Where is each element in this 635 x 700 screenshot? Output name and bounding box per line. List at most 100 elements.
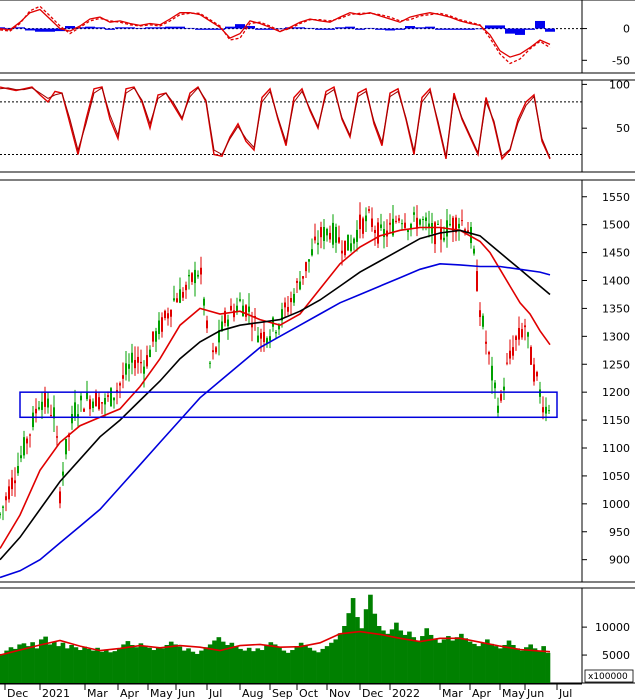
candle-body [497, 405, 499, 413]
candle-body [359, 214, 361, 230]
candle-body [539, 389, 541, 397]
candle-body [188, 274, 190, 277]
price-y-tick-label-7: 1200 [602, 386, 630, 399]
candle-body [41, 401, 43, 410]
macd-histogram-bar [395, 28, 405, 30]
candle-body [227, 319, 229, 327]
candle-body [176, 298, 178, 303]
volume-bar [186, 648, 191, 683]
candle-body [470, 227, 472, 244]
volume-bar [420, 636, 425, 683]
volume-bar [515, 648, 520, 683]
volume-bar [43, 636, 48, 683]
volume-bar [281, 650, 287, 683]
price-y-tick-label-13: 900 [609, 554, 630, 567]
candle-body [35, 408, 37, 414]
candle-body [452, 217, 454, 231]
candle-body [308, 259, 310, 262]
volume-bar [355, 617, 360, 683]
volume-bar [463, 638, 469, 683]
volume-bar [164, 645, 170, 683]
volume-bar [25, 646, 31, 683]
macd-y-tick-label-1: -50 [612, 54, 630, 67]
candle-body [416, 217, 418, 229]
macd-histogram-bar [155, 27, 165, 29]
candle-body [509, 350, 511, 359]
volume-bar [359, 628, 365, 683]
candle-body [221, 321, 223, 331]
macd-histogram-bar [255, 28, 265, 30]
macd-histogram-bar [5, 27, 15, 29]
macd-histogram-bar [235, 24, 245, 29]
macd-histogram-bar [295, 27, 305, 29]
volume-bar [485, 639, 490, 683]
volume-bar [511, 645, 516, 683]
volume-bar [545, 652, 551, 683]
candle-body [413, 212, 415, 215]
macd-histogram-bar [105, 28, 115, 30]
candle-body [380, 224, 382, 228]
candle-body [107, 395, 109, 397]
volume-bar [212, 640, 217, 683]
stochastic-y-tick-label-0: 100 [609, 78, 630, 91]
x-tick-label-6: Jul [208, 687, 222, 700]
x-tick-label-4: May [150, 687, 173, 700]
volume-bar [363, 609, 369, 683]
volume-bar [346, 613, 352, 683]
candle-body [272, 317, 274, 327]
candle-body [269, 336, 271, 341]
macd-histogram-bar [545, 28, 555, 32]
volume-bar [103, 649, 109, 683]
candle-body [326, 229, 328, 236]
candle-body [533, 364, 535, 382]
macd-y-tick-label-0: 0 [623, 23, 630, 36]
volume-bar [125, 641, 131, 683]
volume-bar [86, 648, 92, 683]
candle-body [149, 349, 151, 357]
candle-body [536, 372, 538, 377]
volume-bar [151, 650, 157, 683]
candle-body [203, 298, 205, 306]
candle-body [17, 465, 19, 474]
volume-bar [506, 640, 512, 683]
volume-bar [238, 648, 243, 683]
volume-bar [407, 631, 412, 683]
candle-body [29, 434, 31, 436]
volume-bar [415, 640, 421, 683]
volume-bar [350, 598, 356, 683]
volume-bar [398, 630, 404, 683]
volume-bar [519, 650, 525, 683]
candle-body [320, 227, 322, 238]
candle-body [368, 209, 370, 211]
volume-bar [537, 650, 542, 683]
volume-unit-label: x100000 [588, 672, 628, 682]
volume-bar [30, 642, 35, 683]
candle-body [299, 281, 301, 290]
volume-bar [316, 652, 321, 683]
candle-body [440, 228, 442, 240]
candle-body [443, 237, 445, 241]
candle-body [206, 320, 208, 329]
candle-body [548, 410, 550, 412]
volume-unit-label-box [584, 669, 634, 683]
volume-bar [307, 647, 313, 683]
volume-bar [294, 646, 300, 683]
macd-histogram-bar [85, 26, 95, 29]
volume-bar [47, 644, 53, 683]
x-tick-label-1: 2021 [42, 687, 70, 700]
candle-body [314, 236, 316, 241]
x-tick-label-17: Jul [558, 687, 572, 700]
volume-bar [0, 653, 5, 683]
volume-bar [446, 636, 451, 683]
volume-bar [129, 645, 135, 683]
candle-body [410, 223, 412, 228]
candle-body [44, 392, 46, 407]
volume-bar [311, 650, 317, 683]
price-y-tick-label-2: 1450 [602, 247, 630, 260]
stochastic-panel: 100 50 [0, 78, 635, 173]
candle-body [353, 238, 355, 244]
candle-body [50, 414, 52, 416]
macd-histogram-bar [115, 27, 125, 29]
stochastic-line-1 [0, 87, 551, 159]
candle-body [488, 352, 490, 355]
